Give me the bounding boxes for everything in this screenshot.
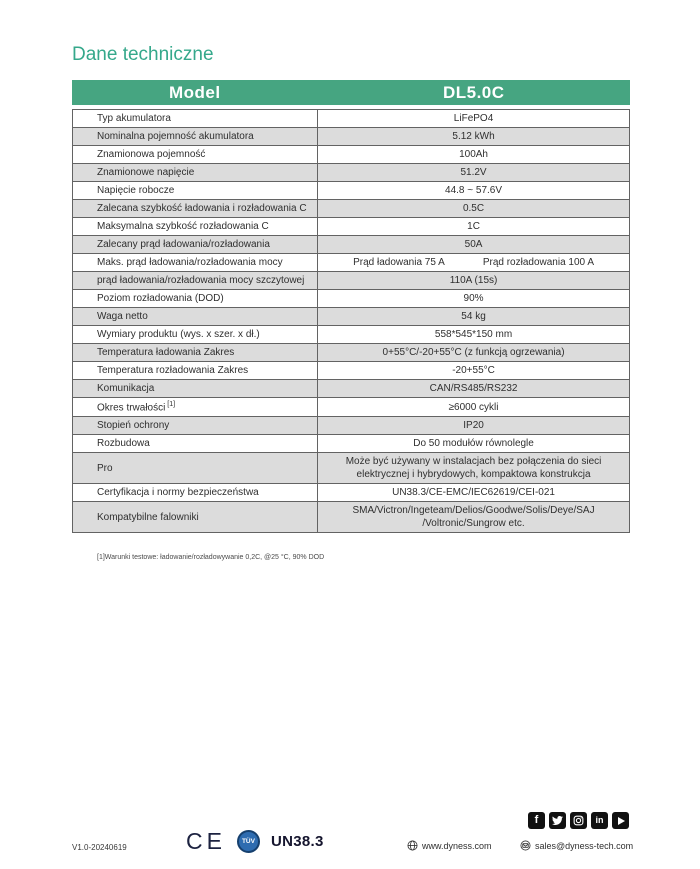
table-header-value: DL5.0C [442, 82, 505, 102]
website-text: www.dyness.com [422, 840, 492, 851]
spec-value: Może być używany w instalacjach bez połą… [317, 452, 630, 485]
spec-label: Zalecany prąd ładowania/rozładowania [71, 235, 319, 254]
spec-label: Rozbudowa [71, 434, 319, 454]
table-row: Certyfikacja i normy bezpieczeństwa UN38.… [71, 483, 630, 503]
spec-value: 90% [317, 289, 630, 308]
spec-value: 0+55°C/-20+55°C (z funkcją ogrzewania) [317, 343, 630, 362]
spec-table-body: Typ akumulatora LiFePO4 Nominalna pojemnoś… [71, 109, 630, 534]
spec-value: 0.5C [317, 199, 630, 218]
email-text: sales@dyness-tech.com [535, 840, 634, 851]
table-row: Waga netto 54 kg [71, 307, 630, 326]
ce-mark-icon: CE [186, 828, 226, 854]
table-row: Zalecana szybkość ładowania i rozładowan… [71, 199, 630, 218]
spec-label: Maksymalna szybkość rozładowania C [71, 217, 319, 236]
spec-value: LiFePO4 [317, 109, 630, 128]
spec-label: Zalecana szybkość ładowania i rozładowan… [71, 199, 319, 218]
spec-label: Pro [71, 452, 319, 485]
table-header-model: Model [168, 82, 221, 102]
table-row: Wymiary produktu (wys. x szer. x dł.) 558… [71, 325, 630, 344]
spec-value: -20+55°C [317, 361, 630, 380]
facebook-icon[interactable]: f [528, 812, 545, 829]
spec-label: Waga netto [71, 307, 319, 326]
email-link[interactable]: sales@dyness-tech.com [520, 840, 633, 851]
youtube-icon[interactable] [612, 812, 629, 829]
spec-value: SMA/Victron/Ingeteam/Delios/Goodwe/Solis… [317, 501, 630, 534]
spec-label: Temperatura ładowania Zakres [71, 343, 319, 362]
spec-label: Komunikacja [71, 379, 319, 398]
table-row: Poziom rozładowania (DOD) 90% [71, 289, 630, 308]
spec-value: 100Ah [317, 145, 630, 164]
table-row: Komunikacja CAN/RS485/RS232 [71, 379, 630, 398]
spec-value: 50A [317, 235, 630, 254]
table-row: prąd ładowania/rozładowania mocy szczyto… [71, 271, 630, 290]
spec-value: IP20 [317, 416, 630, 436]
spec-subvalue: Prąd ładowania 75 A [353, 257, 445, 268]
website-link[interactable]: www.dyness.com [407, 840, 492, 851]
footnote: [1]Warunki testowe: ładowanie/rozładowyw… [97, 554, 325, 561]
spec-value: CAN/RS485/RS232 [317, 379, 630, 398]
table-row: Temperatura rozładowania Zakres -20+55°C [71, 361, 630, 380]
spec-label: Temperatura rozładowania Zakres [71, 361, 319, 380]
globe-icon [407, 840, 418, 851]
spec-table-grid: Typ akumulatora LiFePO4 Nominalna pojemnoś… [71, 109, 630, 534]
spec-value: 54 kg [317, 307, 630, 326]
table-row: Kompatybilne falowniki SMA/Victron/Ingete… [71, 501, 630, 534]
spec-label: Certyfikacja i normy bezpieczeństwa [71, 483, 319, 503]
table-row: Zalecany prąd ładowania/rozładowania 50A [71, 235, 630, 254]
spec-label: Wymiary produktu (wys. x szer. x dł.) [71, 325, 319, 344]
table-row: Maks. prąd ładowania/rozładowania mocy Pr… [71, 253, 630, 272]
table-row: Pro Może być używany w instalacjach bez p… [71, 452, 630, 485]
spec-value: 51.2V [317, 163, 630, 182]
spec-label: Stopień ochrony [71, 416, 319, 436]
table-row: Znamionowa pojemność 100Ah [71, 145, 630, 164]
spec-label: Znamionowa pojemność [71, 145, 319, 164]
spec-value: ≥6000 cykli [317, 396, 630, 418]
envelope-icon [520, 840, 531, 851]
certification-marks: CE TÜV UN38.3 [186, 828, 324, 855]
table-row: Znamionowe napięcie 51.2V [71, 163, 630, 182]
spec-label: Znamionowe napięcie [71, 163, 319, 182]
spec-label: prąd ładowania/rozładowania mocy szczyto… [71, 271, 319, 290]
spec-value: Prąd ładowania 75 A Prąd rozładowania 100… [317, 253, 630, 272]
linkedin-icon[interactable]: in [591, 812, 608, 829]
spec-label: Napięcie robocze [71, 181, 319, 200]
spec-value: 1C [317, 217, 630, 236]
spec-label: Poziom rozładowania (DOD) [71, 289, 319, 308]
spec-table: Model DL5.0C Typ akumulatora LiFePO4 Nomin… [71, 80, 630, 534]
twitter-icon[interactable] [549, 812, 566, 829]
spec-subvalue: Prąd rozładowania 100 A [482, 257, 594, 268]
un383-mark: UN38.3 [270, 833, 324, 850]
doc-version: V1.0-20240619 [72, 843, 127, 852]
spec-value: UN38.3/CE-EMC/IEC62619/CEI-021 [317, 483, 630, 503]
spec-label: Maks. prąd ładowania/rozładowania mocy [71, 253, 319, 272]
spec-label: Typ akumulatora [71, 109, 319, 128]
spec-label: Nominalna pojemność akumulatora [71, 127, 319, 146]
tuv-badge-icon: TÜV [236, 830, 260, 853]
social-icons: f in [528, 812, 629, 829]
table-row: Rozbudowa Do 50 modułów równolegle [71, 434, 630, 454]
spec-value: 110A (15s) [317, 271, 630, 290]
spec-label: Kompatybilne falowniki [71, 501, 319, 534]
footnote-ref: [1] [165, 401, 176, 408]
table-row: Temperatura ładowania Zakres 0+55°C/-20+5… [71, 343, 630, 362]
table-row: Nominalna pojemność akumulatora 5.12 kWh [71, 127, 630, 146]
instagram-icon[interactable] [570, 812, 587, 829]
table-row: Stopień ochrony IP20 [71, 416, 630, 436]
table-header-bar: Model DL5.0C [72, 80, 630, 105]
table-row: Maksymalna szybkość rozładowania C 1C [71, 217, 630, 236]
page-title: Dane techniczne [72, 44, 214, 65]
table-row: Typ akumulatora LiFePO4 [71, 109, 630, 128]
spec-value: 44.8 ~ 57.6V [317, 181, 630, 200]
spec-value: 558*545*150 mm [317, 325, 630, 344]
spec-value: 5.12 kWh [317, 127, 630, 146]
table-row: Okres trwałości [1] ≥6000 cykli [71, 396, 630, 418]
table-row: Napięcie robocze 44.8 ~ 57.6V [71, 181, 630, 200]
spec-value: Do 50 modułów równolegle [317, 434, 630, 454]
spec-label: Okres trwałości [1] [71, 396, 319, 418]
